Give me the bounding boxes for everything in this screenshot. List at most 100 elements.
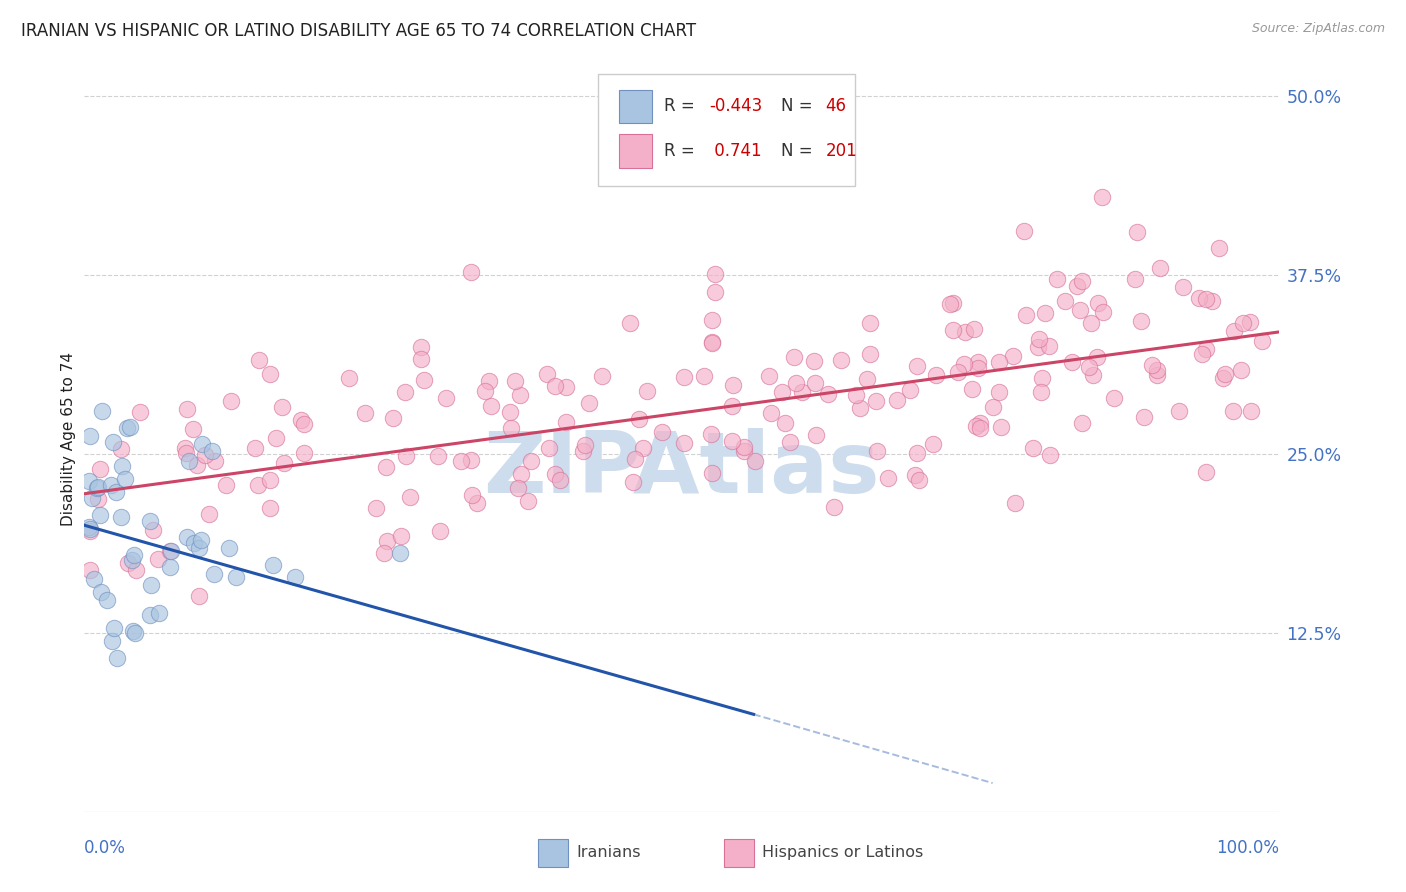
Point <box>1080 316 1102 330</box>
Point <box>190 533 212 548</box>
Point <box>1004 496 1026 510</box>
Point <box>373 546 395 560</box>
Text: R =: R = <box>664 142 700 160</box>
Point <box>124 626 146 640</box>
Point <box>79 522 101 536</box>
Point <box>955 325 977 339</box>
Point <box>160 544 183 558</box>
Point <box>621 475 644 490</box>
Point <box>1038 339 1060 353</box>
Point <box>460 488 482 502</box>
Point <box>382 411 405 425</box>
Point <box>121 553 143 567</box>
Point <box>942 296 965 310</box>
FancyBboxPatch shape <box>599 74 855 186</box>
Point <box>1126 225 1149 239</box>
Point <box>264 431 287 445</box>
Point <box>1123 272 1146 286</box>
Point <box>139 607 162 622</box>
Point <box>183 536 205 550</box>
Point <box>1232 316 1254 330</box>
Point <box>1149 260 1171 275</box>
Point <box>636 384 658 398</box>
Point <box>803 354 825 368</box>
Point <box>101 633 124 648</box>
Y-axis label: Disability Age 65 to 74: Disability Age 65 to 74 <box>60 352 76 526</box>
Point <box>623 451 645 466</box>
Point <box>181 422 204 436</box>
Point <box>1091 189 1114 203</box>
Point <box>651 425 673 439</box>
Point <box>969 421 991 435</box>
Point <box>198 508 221 522</box>
Point <box>1195 342 1218 356</box>
Point <box>148 552 170 566</box>
Point <box>990 420 1012 434</box>
Point <box>1223 324 1246 338</box>
Point <box>987 384 1010 399</box>
Point <box>509 467 531 481</box>
Point <box>259 501 281 516</box>
Point <box>292 446 315 460</box>
Point <box>555 415 578 429</box>
Point <box>103 621 125 635</box>
Point <box>1239 315 1261 329</box>
Point <box>111 459 134 474</box>
Point <box>479 399 502 413</box>
Point <box>159 544 181 558</box>
Point <box>704 285 727 299</box>
Point <box>259 367 281 381</box>
Point <box>804 376 827 390</box>
Point <box>86 481 108 495</box>
Point <box>1060 355 1083 369</box>
Bar <box>538 838 568 867</box>
Point <box>412 373 434 387</box>
Point <box>733 440 755 454</box>
Point <box>948 366 970 380</box>
Point <box>1194 465 1216 479</box>
Point <box>389 545 412 559</box>
Point <box>366 501 388 516</box>
Text: N =: N = <box>782 97 818 115</box>
Point <box>966 361 988 376</box>
Point <box>247 478 270 492</box>
Point <box>773 416 796 430</box>
Point <box>574 438 596 452</box>
Point <box>354 406 377 420</box>
Text: 0.0%: 0.0% <box>84 838 127 856</box>
Point <box>1085 350 1108 364</box>
Point <box>139 578 162 592</box>
Point <box>221 394 243 409</box>
Point <box>259 473 281 487</box>
Text: Hispanics or Latinos: Hispanics or Latinos <box>762 846 924 860</box>
Point <box>969 417 991 431</box>
Point <box>1240 404 1263 418</box>
Point <box>925 368 948 382</box>
Text: -0.443: -0.443 <box>710 97 762 115</box>
Point <box>114 472 136 486</box>
Point <box>117 556 139 570</box>
Point <box>672 370 695 384</box>
Point <box>1102 391 1125 405</box>
Point <box>877 471 900 485</box>
Point <box>1250 334 1272 348</box>
Point <box>389 529 412 543</box>
Point <box>173 441 195 455</box>
Point <box>1140 358 1163 372</box>
Point <box>1046 272 1069 286</box>
Point <box>122 548 145 562</box>
Point <box>96 592 118 607</box>
Point <box>855 372 877 386</box>
Point <box>938 297 960 311</box>
Point <box>1066 279 1088 293</box>
Point <box>79 429 101 443</box>
Point <box>159 560 181 574</box>
Point <box>429 524 451 538</box>
Point <box>77 520 100 534</box>
Point <box>578 396 600 410</box>
Point <box>292 417 315 431</box>
Point <box>176 401 198 416</box>
Point <box>434 391 457 405</box>
Text: IRANIAN VS HISPANIC OR LATINO DISABILITY AGE 65 TO 74 CORRELATION CHART: IRANIAN VS HISPANIC OR LATINO DISABILITY… <box>21 22 696 40</box>
Point <box>1069 303 1091 318</box>
